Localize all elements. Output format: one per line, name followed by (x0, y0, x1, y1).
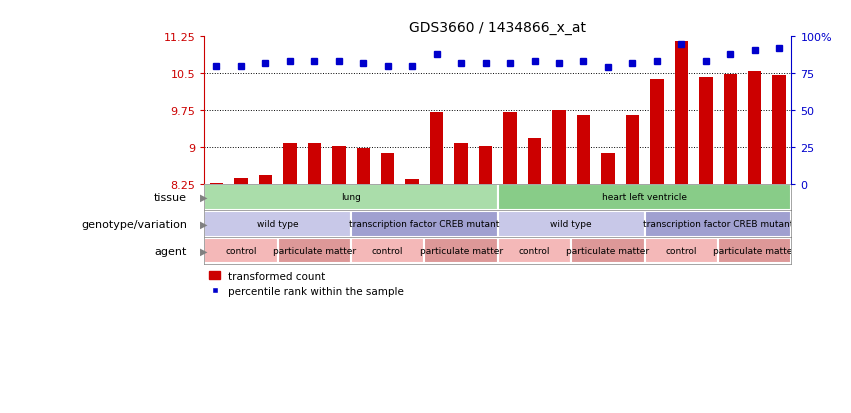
Bar (498, 211, 645, 237)
Text: control: control (372, 247, 403, 256)
Bar (234, 178, 248, 184)
Bar (204, 185, 498, 210)
Bar (528, 139, 541, 184)
Text: ▶: ▶ (200, 219, 208, 229)
Text: agent: agent (155, 246, 187, 256)
Text: ▶: ▶ (200, 246, 208, 256)
Text: heart left ventricle: heart left ventricle (603, 193, 687, 202)
Bar (332, 147, 346, 184)
Bar (405, 179, 419, 184)
Bar (381, 153, 395, 184)
Text: particulate matter: particulate matter (567, 247, 649, 256)
Bar (773, 76, 786, 184)
Bar (351, 238, 425, 264)
Bar (283, 143, 297, 184)
Bar (625, 116, 639, 184)
Bar (699, 77, 712, 184)
Bar (204, 211, 351, 237)
Bar (498, 185, 791, 210)
Bar (718, 238, 791, 264)
Bar (645, 238, 718, 264)
Bar (645, 211, 791, 237)
Bar (425, 238, 498, 264)
Legend: transformed count, percentile rank within the sample: transformed count, percentile rank withi… (209, 271, 404, 296)
Bar (552, 111, 566, 184)
Bar (209, 183, 223, 184)
Text: tissue: tissue (154, 192, 187, 202)
Bar (723, 75, 737, 184)
Text: particulate matter: particulate matter (273, 247, 356, 256)
Text: transcription factor CREB mutant: transcription factor CREB mutant (643, 220, 793, 229)
Text: lung: lung (341, 193, 361, 202)
Bar (351, 211, 498, 237)
Bar (204, 238, 277, 264)
Text: control: control (519, 247, 551, 256)
Text: control: control (226, 247, 257, 256)
Title: GDS3660 / 1434866_x_at: GDS3660 / 1434866_x_at (409, 21, 586, 35)
Bar (577, 116, 591, 184)
Text: genotype/variation: genotype/variation (81, 219, 187, 229)
Bar (479, 147, 493, 184)
Text: wild type: wild type (257, 220, 299, 229)
Text: wild type: wild type (551, 220, 592, 229)
Bar (277, 238, 351, 264)
Bar (571, 238, 645, 264)
Bar (307, 143, 321, 184)
Text: transcription factor CREB mutant: transcription factor CREB mutant (349, 220, 500, 229)
Bar (601, 154, 614, 184)
Bar (259, 176, 272, 184)
Bar (498, 238, 571, 264)
Bar (357, 148, 370, 184)
Bar (650, 80, 664, 184)
Bar (430, 113, 443, 184)
Text: control: control (665, 247, 697, 256)
Bar (503, 113, 517, 184)
Bar (675, 42, 688, 184)
Bar (454, 143, 468, 184)
Bar (748, 71, 762, 184)
Text: ▶: ▶ (200, 192, 208, 202)
Text: particulate matter: particulate matter (713, 247, 797, 256)
Text: particulate matter: particulate matter (420, 247, 503, 256)
